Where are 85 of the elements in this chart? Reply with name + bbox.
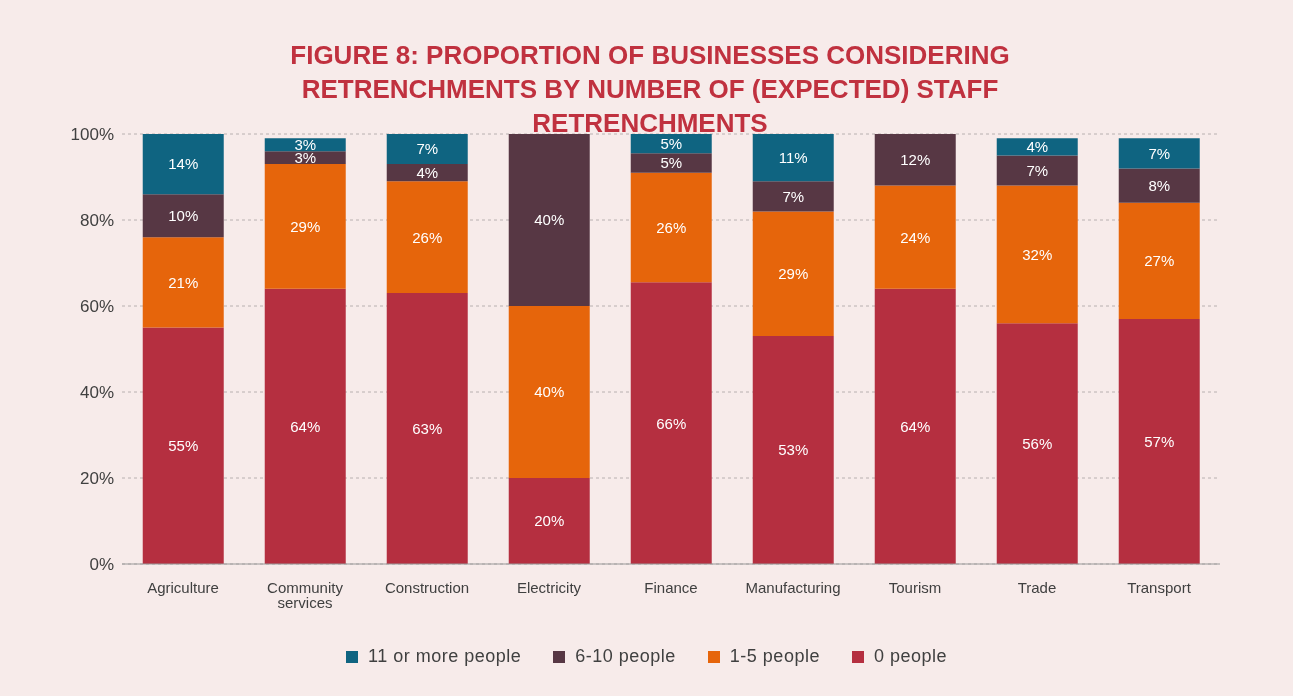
bar	[1118, 168, 1200, 203]
bar	[264, 288, 346, 564]
data-label: 64%	[290, 417, 321, 435]
bar	[874, 185, 956, 289]
bar	[142, 134, 224, 195]
y-tick-label: 40%	[79, 383, 114, 403]
x-tick-label: Electricity	[516, 578, 582, 596]
x-tick-label: Finance	[644, 578, 698, 596]
bar	[996, 323, 1078, 564]
bar	[386, 164, 468, 182]
bar	[142, 194, 224, 238]
bar	[752, 336, 834, 564]
bar	[630, 172, 712, 283]
bar	[874, 288, 956, 564]
bar	[386, 181, 468, 294]
bar	[508, 306, 590, 478]
bar	[386, 134, 468, 165]
bar	[630, 282, 712, 564]
data-label: 8%	[1148, 176, 1171, 194]
bar	[996, 138, 1078, 156]
bar	[386, 293, 468, 564]
data-label: 53%	[778, 441, 809, 459]
data-label: 63%	[412, 419, 443, 437]
data-label: 26%	[412, 228, 443, 246]
y-tick-label: 80%	[79, 211, 114, 231]
data-label: 56%	[1022, 434, 1053, 452]
bar	[996, 155, 1078, 186]
y-tick-label: 60%	[79, 297, 114, 317]
data-label: 7%	[1026, 161, 1049, 179]
data-label: 32%	[1022, 245, 1053, 263]
bar	[264, 164, 346, 289]
bar	[752, 134, 834, 182]
data-label: 66%	[656, 414, 687, 432]
bar	[996, 185, 1078, 324]
data-label: 24%	[900, 228, 931, 246]
data-label: 5%	[660, 135, 683, 152]
data-label: 5%	[660, 154, 683, 172]
data-label: 29%	[290, 217, 321, 235]
data-label: 4%	[1026, 138, 1049, 156]
chart-title: FIGURE 8: PROPORTION OF BUSINESSES CONSIDERING RETRENCHMENTS BY NUMBER OF (EXPECTED) STAFF RETRENCHMENTS	[290, 40, 1010, 138]
data-label: 64%	[900, 417, 931, 435]
bar	[508, 134, 590, 306]
bar	[874, 134, 956, 186]
bar	[752, 181, 834, 212]
bar	[630, 153, 712, 173]
data-label: 11%	[778, 148, 808, 166]
data-label: 29%	[778, 265, 809, 283]
bar	[1118, 202, 1200, 319]
x-tick-label: Community services	[267, 578, 344, 611]
data-label: 40%	[534, 383, 565, 401]
bar	[1118, 138, 1200, 169]
data-label: 57%	[1144, 432, 1175, 450]
bar	[1118, 318, 1200, 564]
data-label: 27%	[1144, 252, 1175, 270]
data-label: 7%	[416, 140, 439, 158]
legend-label: 1-5 people	[729, 646, 820, 667]
bar	[630, 134, 712, 154]
x-tick-label: Transport	[1127, 578, 1192, 596]
y-tick-label: 100%	[70, 125, 114, 145]
bar	[142, 237, 224, 328]
bar	[752, 211, 834, 337]
legend-label: 0 people	[873, 646, 947, 667]
legend-label: 6-10 people	[575, 646, 676, 667]
data-label: 7%	[1148, 144, 1171, 162]
bar	[508, 478, 590, 564]
bar	[142, 327, 224, 564]
data-label: 40%	[534, 211, 565, 229]
x-tick-label: Manufacturing	[745, 578, 841, 596]
data-label: 10%	[168, 207, 199, 225]
data-label: 21%	[168, 273, 199, 291]
data-label: 3%	[294, 136, 317, 154]
data-label: 14%	[168, 155, 199, 173]
legend-label: 11 or more people	[367, 646, 522, 667]
data-label: 26%	[656, 218, 687, 236]
data-label: 7%	[782, 187, 805, 205]
y-tick-label: 20%	[79, 469, 114, 489]
y-tick-label: 0%	[89, 555, 114, 575]
data-label: 12%	[900, 151, 931, 169]
data-label: 20%	[534, 512, 565, 530]
x-tick-label: Agriculture	[147, 578, 219, 596]
x-tick-label: Trade	[1017, 578, 1057, 596]
data-label: 55%	[168, 437, 199, 455]
data-label: 4%	[416, 164, 439, 182]
x-tick-label: Tourism	[888, 578, 942, 596]
x-tick-label: Construction	[384, 578, 470, 596]
